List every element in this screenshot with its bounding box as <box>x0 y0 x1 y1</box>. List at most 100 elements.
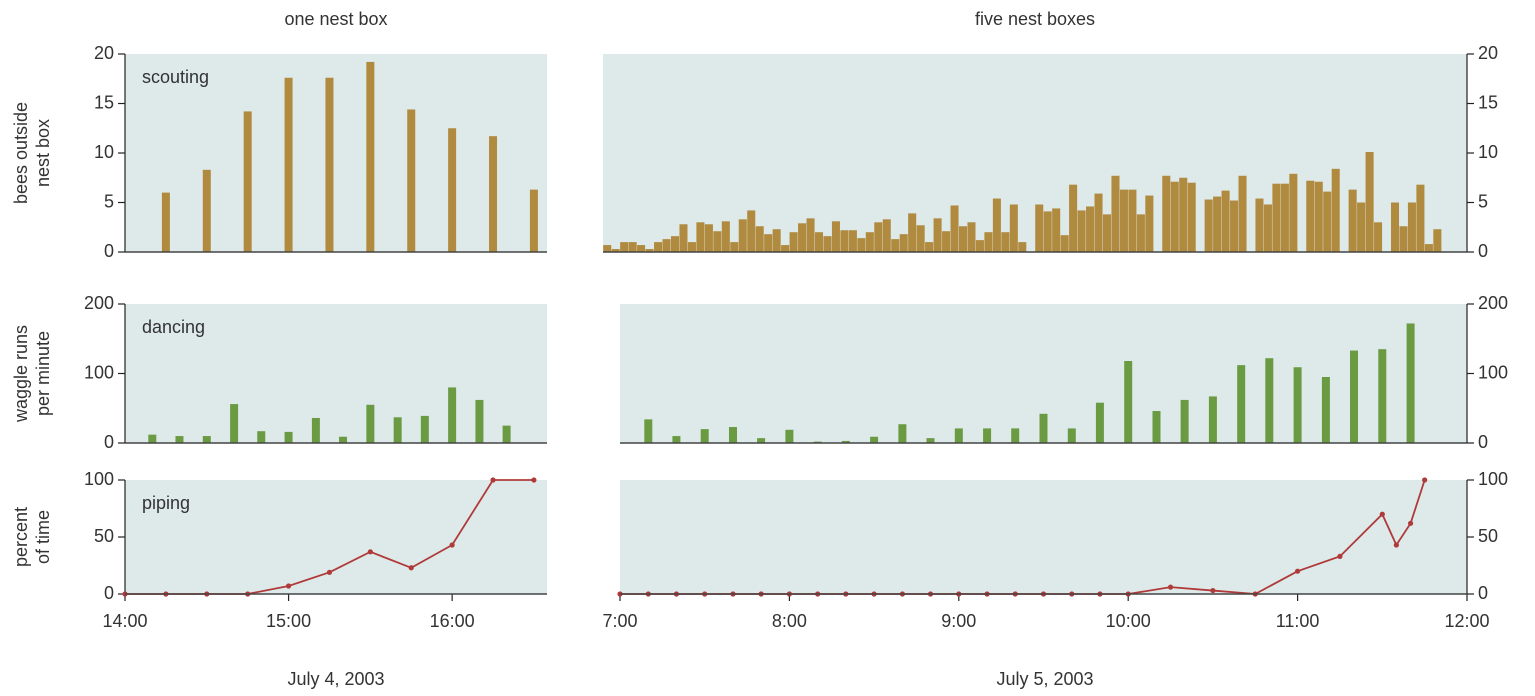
bar <box>840 230 849 252</box>
bar <box>1357 202 1366 252</box>
bar <box>620 242 629 252</box>
plot-area <box>125 480 547 594</box>
y-tick-label: 20 <box>1478 43 1498 63</box>
bar <box>1378 349 1387 443</box>
bar <box>1152 411 1161 443</box>
bar <box>243 111 252 252</box>
y-tick-label: 5 <box>104 191 114 211</box>
point <box>408 565 414 571</box>
y-tick-label: 50 <box>94 526 114 546</box>
bar <box>1128 189 1137 252</box>
y-axis-label: percent <box>11 507 31 567</box>
bar <box>1230 200 1239 252</box>
bar <box>1179 177 1188 252</box>
bar <box>798 223 807 252</box>
bar <box>175 436 184 443</box>
bar <box>644 419 653 443</box>
bar <box>611 249 620 252</box>
point <box>531 477 537 483</box>
bar <box>420 415 429 443</box>
point <box>1167 584 1174 590</box>
bar <box>882 219 891 252</box>
bar <box>1407 202 1416 252</box>
bar <box>1348 189 1357 252</box>
y-axis-label: of time <box>33 510 53 564</box>
bar <box>161 192 170 252</box>
bar <box>448 128 457 252</box>
bar <box>1213 196 1222 252</box>
bar <box>148 434 157 443</box>
bar <box>1272 183 1281 252</box>
bar <box>1018 242 1027 252</box>
y-tick-label: 0 <box>1478 583 1488 603</box>
bar <box>1238 175 1247 252</box>
bar <box>1416 184 1425 252</box>
bar <box>1255 198 1264 252</box>
bar <box>325 77 334 252</box>
bar <box>339 436 348 443</box>
date-label: July 4, 2003 <box>287 669 384 689</box>
bar <box>1350 350 1359 443</box>
bar <box>967 222 976 252</box>
bar <box>1035 204 1044 252</box>
point <box>367 549 373 555</box>
bar <box>637 245 646 252</box>
bar <box>728 427 737 443</box>
bar <box>1077 210 1086 252</box>
bar <box>781 245 790 252</box>
bar <box>662 239 671 252</box>
bar <box>908 213 917 252</box>
bar <box>670 236 680 252</box>
point <box>1337 553 1343 559</box>
bar <box>925 242 934 252</box>
bar <box>899 234 908 252</box>
point <box>1422 477 1428 483</box>
y-tick-label: 10 <box>94 142 114 162</box>
column-title: five nest boxes <box>975 9 1095 29</box>
y-axis-label: nest box <box>33 119 53 187</box>
y-tick-label: 100 <box>84 469 114 489</box>
bar <box>1111 175 1120 252</box>
bar <box>1069 184 1078 252</box>
bar <box>475 399 484 443</box>
bar <box>721 221 730 252</box>
bar <box>311 417 320 443</box>
bar <box>502 425 511 443</box>
panel-label: dancing <box>142 317 205 337</box>
bar <box>747 210 756 252</box>
bar <box>257 431 266 443</box>
y-tick-label: 10 <box>1478 142 1498 162</box>
bar <box>700 429 709 443</box>
y-tick-label: 15 <box>94 92 114 112</box>
y-tick-label: 100 <box>1478 469 1508 489</box>
bar <box>1263 204 1272 252</box>
bar <box>950 205 959 252</box>
bar <box>1237 365 1246 443</box>
point <box>1210 587 1216 594</box>
y-axis-label: waggle runs <box>11 325 31 423</box>
bar <box>1374 222 1383 252</box>
bar <box>393 417 402 443</box>
y-axis-label: bees outside <box>11 102 31 204</box>
bar <box>1124 360 1133 443</box>
bar <box>1314 181 1323 252</box>
bar <box>870 436 879 443</box>
bar <box>1102 214 1112 252</box>
plot-area <box>125 54 547 252</box>
bar <box>772 229 781 252</box>
bar <box>898 424 907 443</box>
bar <box>1094 193 1103 252</box>
bar <box>1009 204 1018 252</box>
bar <box>1180 399 1189 443</box>
bar <box>942 231 951 252</box>
bar <box>841 440 850 443</box>
bar <box>529 189 538 252</box>
bar <box>645 249 654 252</box>
bar <box>983 428 992 443</box>
point <box>1295 568 1301 574</box>
bar <box>958 226 968 252</box>
bar <box>992 198 1001 252</box>
panel-label: piping <box>142 493 190 513</box>
y-tick-label: 50 <box>1478 526 1498 546</box>
